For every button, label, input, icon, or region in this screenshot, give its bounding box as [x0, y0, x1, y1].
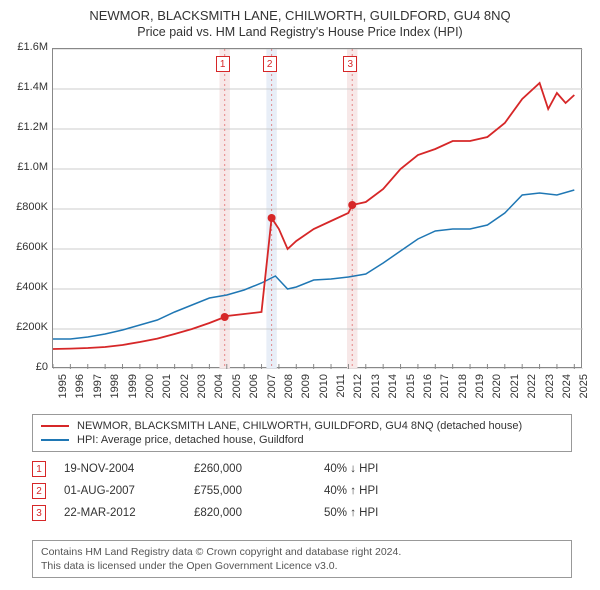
sale-date: 22-MAR-2012	[64, 507, 194, 519]
sale-marker-badge: 2	[32, 483, 46, 499]
sale-price: £260,000	[194, 463, 324, 475]
y-tick-label: £1.6M	[4, 41, 48, 53]
x-tick-label: 2022	[526, 374, 538, 414]
sale-change: 50% ↑ HPI	[324, 507, 444, 519]
legend-item: NEWMOR, BLACKSMITH LANE, CHILWORTH, GUIL…	[41, 419, 563, 433]
x-tick-label: 2010	[318, 374, 330, 414]
x-tick-label: 1996	[74, 374, 86, 414]
x-tick-label: 2006	[248, 374, 260, 414]
sale-row: 3 22-MAR-2012£820,00050% ↑ HPI	[32, 502, 572, 524]
x-tick-label: 2007	[266, 374, 278, 414]
x-tick-label: 2014	[387, 374, 399, 414]
x-tick-label: 2012	[352, 374, 364, 414]
x-tick-label: 2018	[457, 374, 469, 414]
x-tick-label: 2015	[405, 374, 417, 414]
sale-row: 2 01-AUG-2007£755,00040% ↑ HPI	[32, 480, 572, 502]
chart-title-sub: Price paid vs. HM Land Registry's House …	[10, 25, 590, 39]
footer-attribution: Contains HM Land Registry data © Crown c…	[32, 540, 572, 578]
sale-marker-flag: 3	[343, 56, 357, 72]
sale-marker-badge: 3	[32, 505, 46, 521]
x-tick-label: 2001	[161, 374, 173, 414]
sale-change: 40% ↑ HPI	[324, 485, 444, 497]
x-tick-label: 1995	[57, 374, 69, 414]
chart-title-main: NEWMOR, BLACKSMITH LANE, CHILWORTH, GUIL…	[10, 8, 590, 23]
x-tick-label: 2013	[370, 374, 382, 414]
footer-line-1: Contains HM Land Registry data © Crown c…	[41, 545, 563, 559]
x-tick-label: 2016	[422, 374, 434, 414]
x-tick-label: 2011	[335, 374, 347, 414]
sale-price: £820,000	[194, 507, 324, 519]
x-tick-label: 2025	[578, 374, 590, 414]
x-tick-label: 2020	[491, 374, 503, 414]
y-tick-label: £1.4M	[4, 81, 48, 93]
sale-change: 40% ↓ HPI	[324, 463, 444, 475]
chart-plot-area	[52, 48, 582, 368]
legend-swatch	[41, 439, 69, 441]
x-tick-label: 2005	[231, 374, 243, 414]
x-tick-label: 2021	[509, 374, 521, 414]
sale-price: £755,000	[194, 485, 324, 497]
sale-marker-flag: 2	[263, 56, 277, 72]
footer-line-2: This data is licensed under the Open Gov…	[41, 559, 563, 573]
x-tick-label: 2023	[544, 374, 556, 414]
x-tick-label: 2003	[196, 374, 208, 414]
legend-swatch	[41, 425, 69, 427]
y-tick-label: £1.2M	[4, 121, 48, 133]
sale-date: 19-NOV-2004	[64, 463, 194, 475]
sale-row: 1 19-NOV-2004£260,00040% ↓ HPI	[32, 458, 572, 480]
sale-date: 01-AUG-2007	[64, 485, 194, 497]
x-tick-label: 2002	[179, 374, 191, 414]
x-tick-label: 2019	[474, 374, 486, 414]
x-tick-label: 2004	[213, 374, 225, 414]
y-tick-label: £600K	[4, 241, 48, 253]
x-tick-label: 2024	[561, 374, 573, 414]
legend-label: NEWMOR, BLACKSMITH LANE, CHILWORTH, GUIL…	[77, 420, 522, 432]
legend: NEWMOR, BLACKSMITH LANE, CHILWORTH, GUIL…	[32, 414, 572, 452]
x-tick-label: 1999	[127, 374, 139, 414]
y-tick-label: £200K	[4, 321, 48, 333]
sale-marker-flag: 1	[216, 56, 230, 72]
y-tick-label: £800K	[4, 201, 48, 213]
y-tick-label: £0	[4, 361, 48, 373]
chart-svg	[53, 49, 583, 369]
x-tick-label: 2009	[300, 374, 312, 414]
legend-item: HPI: Average price, detached house, Guil…	[41, 433, 563, 447]
y-tick-label: £400K	[4, 281, 48, 293]
legend-label: HPI: Average price, detached house, Guil…	[77, 434, 304, 446]
x-tick-label: 2000	[144, 374, 156, 414]
x-tick-label: 2008	[283, 374, 295, 414]
sale-marker-badge: 1	[32, 461, 46, 477]
x-tick-label: 1998	[109, 374, 121, 414]
sales-table: 1 19-NOV-2004£260,00040% ↓ HPI 2 01-AUG-200…	[32, 458, 572, 524]
x-tick-label: 2017	[439, 374, 451, 414]
x-tick-label: 1997	[92, 374, 104, 414]
y-tick-label: £1.0M	[4, 161, 48, 173]
